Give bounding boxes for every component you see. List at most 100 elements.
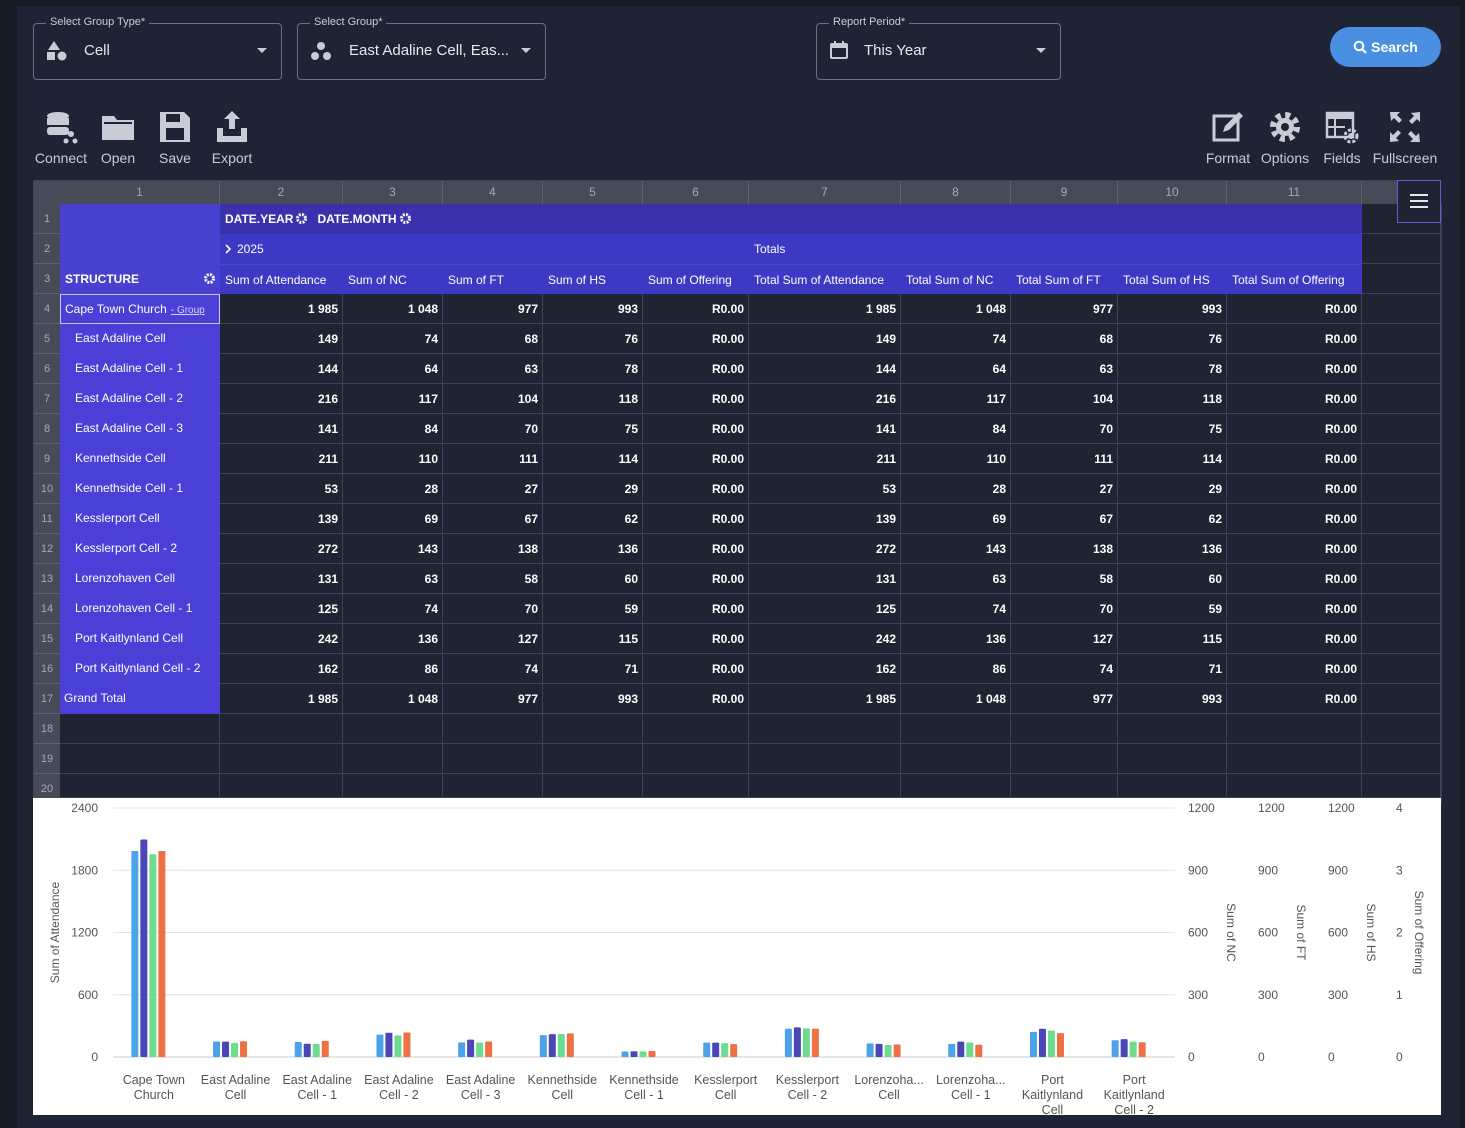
gear-icon[interactable] (296, 213, 308, 224)
column-number: 6 (643, 181, 749, 204)
bar (1129, 1041, 1137, 1057)
gear-icon[interactable] (399, 213, 411, 224)
open-tool[interactable]: Open (83, 110, 153, 166)
row-number: 18 (34, 714, 60, 744)
fullscreen-tool[interactable]: Fullscreen (1370, 110, 1440, 166)
grid-cell (1011, 474, 1118, 504)
row-label: Cape Town Church (65, 302, 167, 316)
value-cell: 64 (992, 362, 1006, 376)
group-type-select[interactable]: Select Group Type* Cell (33, 16, 282, 80)
value-cell: 139 (875, 512, 896, 526)
tool-label: Save (159, 150, 191, 166)
value-cell: 1 048 (975, 302, 1006, 316)
y-tick-label: 600 (1258, 926, 1278, 940)
value-cell: 104 (517, 392, 538, 406)
report-period-select[interactable]: Report Period* This Year (816, 16, 1061, 80)
bar (1120, 1039, 1128, 1057)
save-tool[interactable]: Save (140, 110, 210, 166)
group-select[interactable]: Select Group* East Adaline Cell, Eas... (297, 16, 546, 80)
grid-cell (543, 474, 643, 504)
value-cell: 68 (524, 332, 538, 346)
gear-icon[interactable] (204, 273, 215, 284)
grid-cell (643, 474, 749, 504)
menu-icon (1410, 194, 1428, 208)
bar (403, 1032, 411, 1057)
export-tool[interactable]: Export (197, 110, 267, 166)
measure-header: Sum of NC (343, 264, 443, 294)
value-cell: 993 (617, 692, 638, 706)
value-cell: R0.00 (1324, 452, 1357, 466)
value-cell: 149 (875, 332, 896, 346)
value-cell: 111 (519, 452, 538, 466)
value-cell: 74 (1099, 662, 1113, 676)
options-tool[interactable]: Options (1250, 110, 1320, 166)
fields-tool[interactable]: Fields (1307, 110, 1377, 166)
grid-cell (1118, 744, 1227, 774)
grid-cell (643, 624, 749, 654)
bar (140, 839, 148, 1057)
grid-cell (1362, 714, 1442, 744)
bar (294, 1042, 302, 1057)
y-tick-label: 2 (1396, 926, 1403, 940)
column-number: 10 (1118, 181, 1227, 204)
grid-cell (749, 414, 901, 444)
column-number: 5 (543, 181, 643, 204)
grid-cell (443, 474, 543, 504)
value-cell: 136 (617, 542, 638, 556)
value-cell: R0.00 (711, 602, 744, 616)
y-tick-label: 900 (1258, 863, 1278, 877)
group-link[interactable]: - Group (170, 305, 205, 316)
grid-cell (1011, 324, 1118, 354)
value-cell: 62 (1208, 512, 1222, 526)
value-cell: 136 (985, 632, 1006, 646)
value-cell: 64 (424, 362, 438, 376)
x-tick-label: Port Kaitlynland Cell - 2 (1103, 1073, 1165, 1115)
row-label-cell: Port Kaitlynland Cell (60, 624, 220, 654)
grid-cell (1362, 684, 1442, 714)
value-cell: 78 (1208, 362, 1222, 376)
row-label: Lorenzohaven Cell - 1 (75, 601, 193, 615)
grid-cell (443, 594, 543, 624)
chart-panel: 0 600 1200 1800 2400 Sum of Attendance 0 300 600… (33, 798, 1441, 1115)
value-cell: 977 (517, 302, 538, 316)
bar (630, 1051, 638, 1057)
grid-cell (1227, 354, 1362, 384)
field-label: Select Group Type* (46, 16, 150, 28)
column-number: 7 (749, 181, 901, 204)
value-cell: 53 (324, 482, 338, 496)
y-tick-label: 600 (78, 988, 98, 1002)
expand-icon[interactable] (225, 244, 233, 254)
row-label: Grand Total (64, 691, 126, 705)
value-cell: 138 (1092, 542, 1113, 556)
column-number: 1 (60, 181, 220, 204)
grid-cell (901, 294, 1011, 324)
value-cell: R0.00 (711, 512, 744, 526)
bar (712, 1042, 720, 1057)
grid-cell (1227, 624, 1362, 654)
row-label: Port Kaitlynland Cell - 2 (75, 661, 201, 675)
grid-cell (1362, 204, 1442, 234)
column-fields: DATE.YEAR DATE.MONTH (225, 204, 421, 234)
format-tool[interactable]: Format (1193, 110, 1263, 166)
grid-cell (749, 444, 901, 474)
y-tick-label: 600 (1328, 926, 1348, 940)
grid-cell (443, 624, 543, 654)
grid-cell (220, 564, 343, 594)
value-cell: 71 (1208, 662, 1222, 676)
grid-cell (543, 534, 643, 564)
grid-cell (1362, 324, 1442, 354)
row-number: 1 (34, 204, 60, 234)
value-cell: 63 (992, 572, 1006, 586)
grid-cell (60, 744, 220, 774)
grid-cell (643, 444, 749, 474)
value-cell: 27 (524, 482, 538, 496)
grid-cell (343, 294, 443, 324)
search-button[interactable]: Search (1330, 27, 1441, 67)
value-cell: 78 (624, 362, 638, 376)
grid-cell (343, 504, 443, 534)
menu-button[interactable] (1397, 180, 1441, 223)
value-cell: 74 (992, 602, 1006, 616)
field-value: East Adaline Cell, Eas... (349, 42, 510, 59)
y-tick-label: 0 (1328, 1050, 1335, 1064)
connect-tool[interactable]: Connect (26, 110, 96, 166)
